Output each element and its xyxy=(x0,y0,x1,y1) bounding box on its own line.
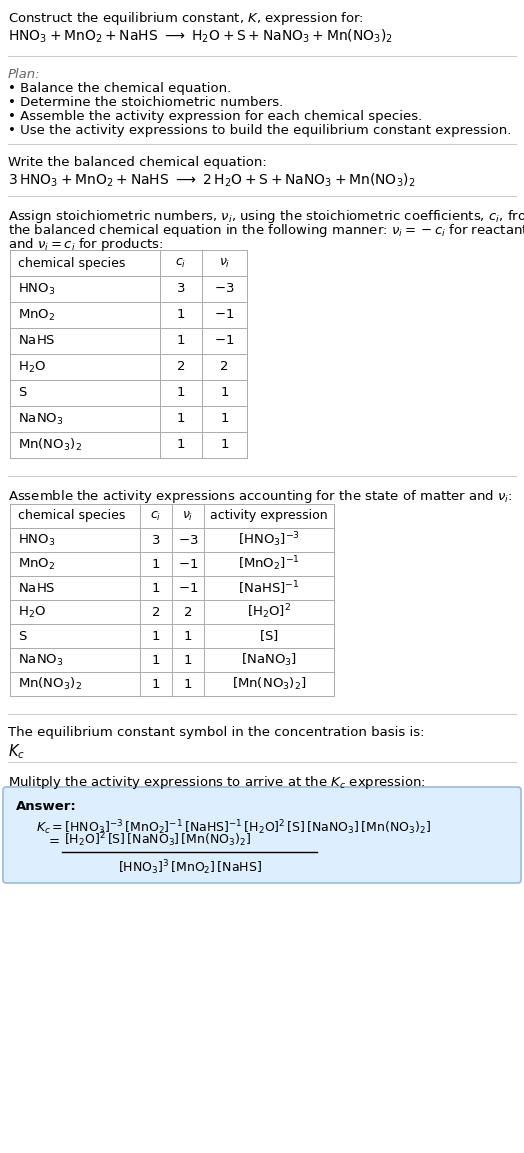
Text: The equilibrium constant symbol in the concentration basis is:: The equilibrium constant symbol in the c… xyxy=(8,726,424,739)
Text: 1: 1 xyxy=(177,334,185,347)
Text: $[\mathrm{HNO_3}]^{-3}$: $[\mathrm{HNO_3}]^{-3}$ xyxy=(238,530,300,549)
Text: $\nu_i$: $\nu_i$ xyxy=(182,510,194,522)
Text: Plan:: Plan: xyxy=(8,68,41,81)
Text: $[\mathrm{HNO_3}]^3\,[\mathrm{MnO_2}]\,[\mathrm{NaHS}]$: $[\mathrm{HNO_3}]^3\,[\mathrm{MnO_2}]\,[… xyxy=(117,859,261,877)
Text: 1: 1 xyxy=(177,309,185,322)
Text: 1: 1 xyxy=(152,581,160,595)
Text: 1: 1 xyxy=(152,558,160,571)
Text: Mulitply the activity expressions to arrive at the $K_c$ expression:: Mulitply the activity expressions to arr… xyxy=(8,774,426,791)
Text: $\mathrm{S}$: $\mathrm{S}$ xyxy=(18,630,28,642)
Text: $=$: $=$ xyxy=(46,834,60,846)
Text: • Assemble the activity expression for each chemical species.: • Assemble the activity expression for e… xyxy=(8,110,422,123)
Text: 1: 1 xyxy=(220,386,229,399)
Text: $\mathrm{HNO_3}$: $\mathrm{HNO_3}$ xyxy=(18,533,56,548)
Text: 1: 1 xyxy=(184,678,192,691)
Text: $\mathrm{H_2O}$: $\mathrm{H_2O}$ xyxy=(18,360,46,375)
Text: Write the balanced chemical equation:: Write the balanced chemical equation: xyxy=(8,156,267,169)
Text: Assign stoichiometric numbers, $\nu_i$, using the stoichiometric coefficients, $: Assign stoichiometric numbers, $\nu_i$, … xyxy=(8,208,524,225)
Text: 1: 1 xyxy=(177,438,185,452)
Text: $K_c$: $K_c$ xyxy=(8,743,25,761)
Text: $[\mathrm{H_2O}]^{2}$: $[\mathrm{H_2O}]^{2}$ xyxy=(247,603,291,621)
Text: $\mathrm{MnO_2}$: $\mathrm{MnO_2}$ xyxy=(18,557,56,572)
Text: the balanced chemical equation in the following manner: $\nu_i = -c_i$ for react: the balanced chemical equation in the fo… xyxy=(8,223,524,239)
Text: $\mathrm{Mn(NO_3)_2}$: $\mathrm{Mn(NO_3)_2}$ xyxy=(18,437,82,453)
Text: • Balance the chemical equation.: • Balance the chemical equation. xyxy=(8,82,231,95)
Text: $-1$: $-1$ xyxy=(214,334,235,347)
Text: $\mathrm{HNO_3 + MnO_2 + NaHS}\ \longrightarrow\ \mathrm{H_2O + S + NaNO_3 + Mn(: $\mathrm{HNO_3 + MnO_2 + NaHS}\ \longrig… xyxy=(8,28,393,45)
Text: $[\mathrm{NaNO_3}]$: $[\mathrm{NaNO_3}]$ xyxy=(241,651,297,668)
Text: Construct the equilibrium constant, $K$, expression for:: Construct the equilibrium constant, $K$,… xyxy=(8,10,364,27)
Text: $\nu_i$: $\nu_i$ xyxy=(219,256,230,270)
Text: $\mathrm{NaNO_3}$: $\mathrm{NaNO_3}$ xyxy=(18,653,63,668)
Text: 2: 2 xyxy=(220,361,229,374)
Text: $[\mathrm{H_2O}]^2\,[\mathrm{S}]\,[\mathrm{NaNO_3}]\,[\mathrm{Mn(NO_3)_2}]$: $[\mathrm{H_2O}]^2\,[\mathrm{S}]\,[\math… xyxy=(64,830,252,850)
Text: $\mathrm{Mn(NO_3)_2}$: $\mathrm{Mn(NO_3)_2}$ xyxy=(18,676,82,692)
FancyBboxPatch shape xyxy=(3,787,521,883)
Text: $\mathrm{NaHS}$: $\mathrm{NaHS}$ xyxy=(18,581,56,595)
Text: 1: 1 xyxy=(220,413,229,425)
Text: 2: 2 xyxy=(152,605,160,618)
Text: $\mathrm{S}$: $\mathrm{S}$ xyxy=(18,386,28,399)
Text: chemical species: chemical species xyxy=(18,256,125,270)
Text: $\mathrm{HNO_3}$: $\mathrm{HNO_3}$ xyxy=(18,281,56,296)
Text: $[\mathrm{Mn(NO_3)_2}]$: $[\mathrm{Mn(NO_3)_2}]$ xyxy=(232,676,306,692)
Text: $\mathrm{3\,HNO_3 + MnO_2 + NaHS\ \longrightarrow\ 2\,H_2O + S + NaNO_3 + Mn(NO_: $\mathrm{3\,HNO_3 + MnO_2 + NaHS\ \longr… xyxy=(8,172,416,189)
Text: 1: 1 xyxy=(152,654,160,666)
Text: 1: 1 xyxy=(152,678,160,691)
Text: $\mathrm{NaHS}$: $\mathrm{NaHS}$ xyxy=(18,334,56,347)
Text: 1: 1 xyxy=(177,386,185,399)
Text: $[\mathrm{NaHS}]^{-1}$: $[\mathrm{NaHS}]^{-1}$ xyxy=(238,579,300,597)
Text: $\mathrm{H_2O}$: $\mathrm{H_2O}$ xyxy=(18,604,46,619)
Text: $-1$: $-1$ xyxy=(178,558,198,571)
Text: • Use the activity expressions to build the equilibrium constant expression.: • Use the activity expressions to build … xyxy=(8,125,511,137)
Text: $[\mathrm{S}]$: $[\mathrm{S}]$ xyxy=(259,628,279,643)
Text: $K_c = [\mathrm{HNO_3}]^{-3}\,[\mathrm{MnO_2}]^{-1}\,[\mathrm{NaHS}]^{-1}\,[\mat: $K_c = [\mathrm{HNO_3}]^{-3}\,[\mathrm{M… xyxy=(36,817,431,837)
Text: $\mathrm{MnO_2}$: $\mathrm{MnO_2}$ xyxy=(18,308,56,323)
Text: 1: 1 xyxy=(220,438,229,452)
Text: 2: 2 xyxy=(177,361,185,374)
Text: 3: 3 xyxy=(177,282,185,295)
Text: • Determine the stoichiometric numbers.: • Determine the stoichiometric numbers. xyxy=(8,96,283,110)
Text: $c_i$: $c_i$ xyxy=(150,510,161,522)
Text: $-1$: $-1$ xyxy=(214,309,235,322)
Text: 1: 1 xyxy=(177,413,185,425)
Text: 1: 1 xyxy=(184,654,192,666)
Text: activity expression: activity expression xyxy=(210,510,328,522)
Text: $-3$: $-3$ xyxy=(214,282,235,295)
Text: $c_i$: $c_i$ xyxy=(176,256,187,270)
Text: 1: 1 xyxy=(184,630,192,642)
Text: $-1$: $-1$ xyxy=(178,581,198,595)
Text: $\mathrm{NaNO_3}$: $\mathrm{NaNO_3}$ xyxy=(18,412,63,427)
Text: 2: 2 xyxy=(184,605,192,618)
Text: and $\nu_i = c_i$ for products:: and $\nu_i = c_i$ for products: xyxy=(8,236,163,253)
Text: chemical species: chemical species xyxy=(18,510,125,522)
Text: $[\mathrm{MnO_2}]^{-1}$: $[\mathrm{MnO_2}]^{-1}$ xyxy=(238,555,300,573)
Text: $-3$: $-3$ xyxy=(178,534,198,547)
Text: Answer:: Answer: xyxy=(16,800,77,813)
Text: 1: 1 xyxy=(152,630,160,642)
Text: 3: 3 xyxy=(152,534,160,547)
Text: Assemble the activity expressions accounting for the state of matter and $\nu_i$: Assemble the activity expressions accoun… xyxy=(8,488,512,505)
